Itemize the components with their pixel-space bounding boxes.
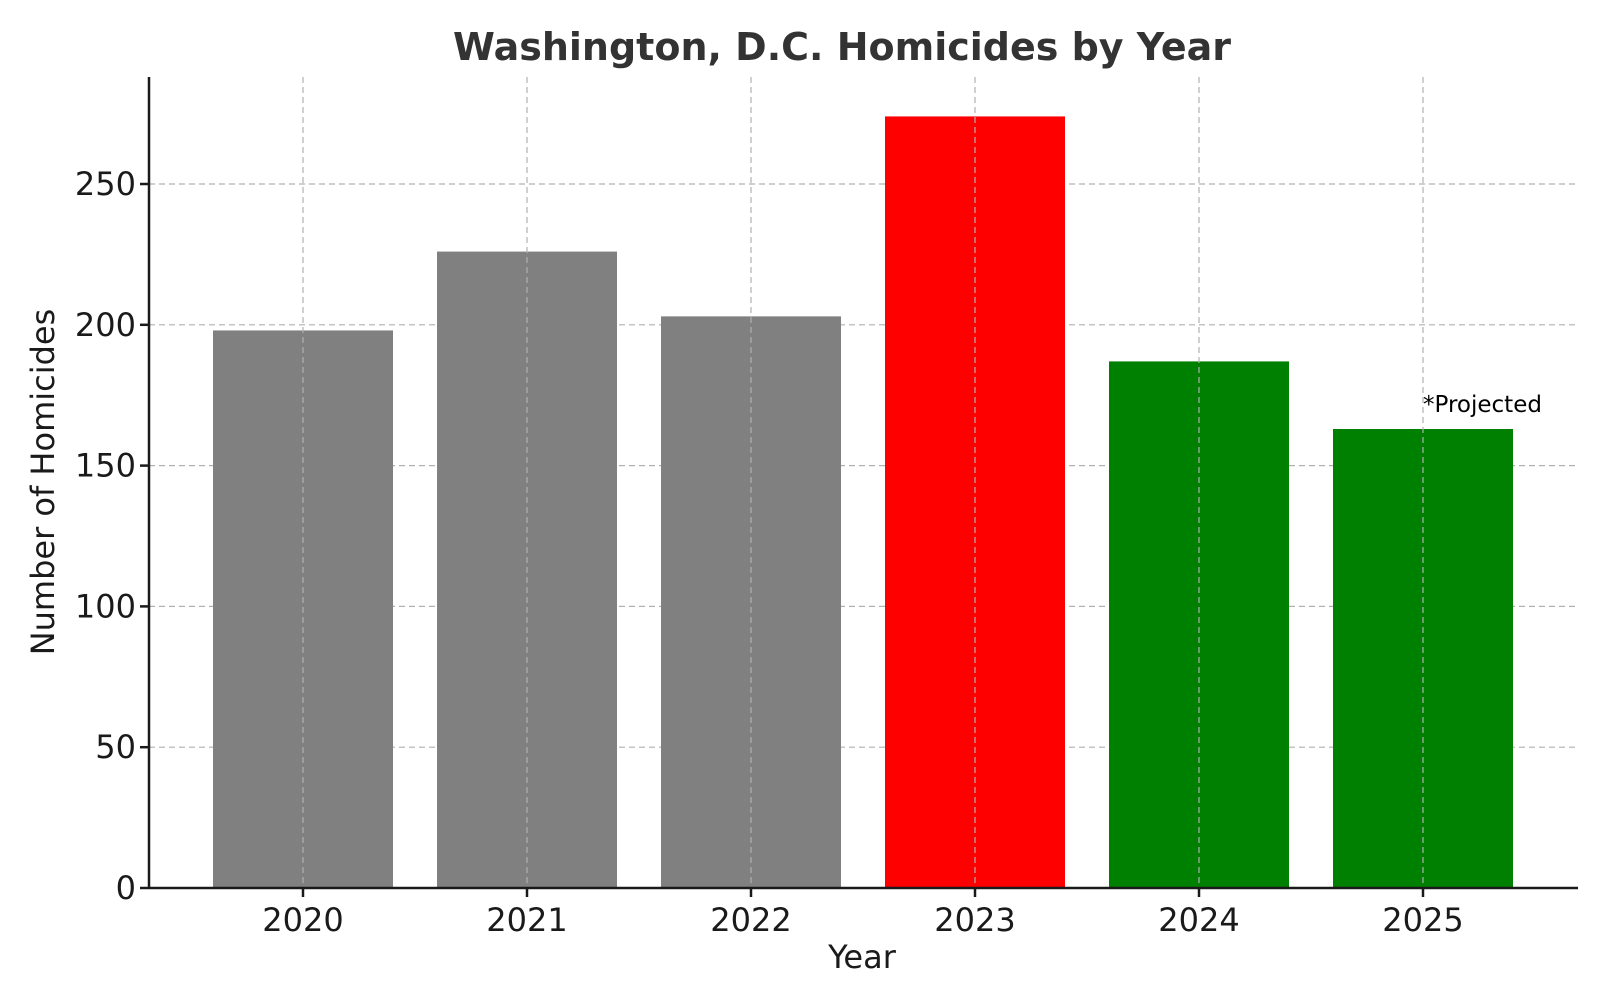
projected-annotation: *Projected — [1423, 392, 1542, 418]
tick-labels: 0 50 100 150 200 250 2020 2021 2022 2023 2024 2025 — [75, 165, 1464, 939]
y-tick-label: 100 — [75, 587, 136, 625]
x-tick-label: 2020 — [262, 901, 343, 939]
y-tick-label: 150 — [75, 447, 136, 485]
x-axis-label: Year — [827, 938, 897, 976]
y-tick-label: 0 — [116, 869, 136, 907]
y-tick-label: 250 — [75, 165, 136, 203]
y-axis-label: Number of Homicides — [24, 309, 62, 656]
chart-title: Washington, D.C. Homicides by Year — [453, 25, 1231, 69]
annotations: *Projected — [1423, 392, 1542, 418]
bars — [213, 77, 1513, 889]
x-tick-label: 2024 — [1158, 901, 1239, 939]
y-tick-label: 50 — [95, 728, 136, 766]
x-tick-label: 2022 — [710, 901, 791, 939]
x-tick-label: 2021 — [486, 901, 567, 939]
axes — [147, 77, 1578, 890]
x-tick-label: 2023 — [934, 901, 1015, 939]
x-tick-label: 2025 — [1382, 901, 1463, 939]
y-tick-label: 200 — [75, 306, 136, 344]
